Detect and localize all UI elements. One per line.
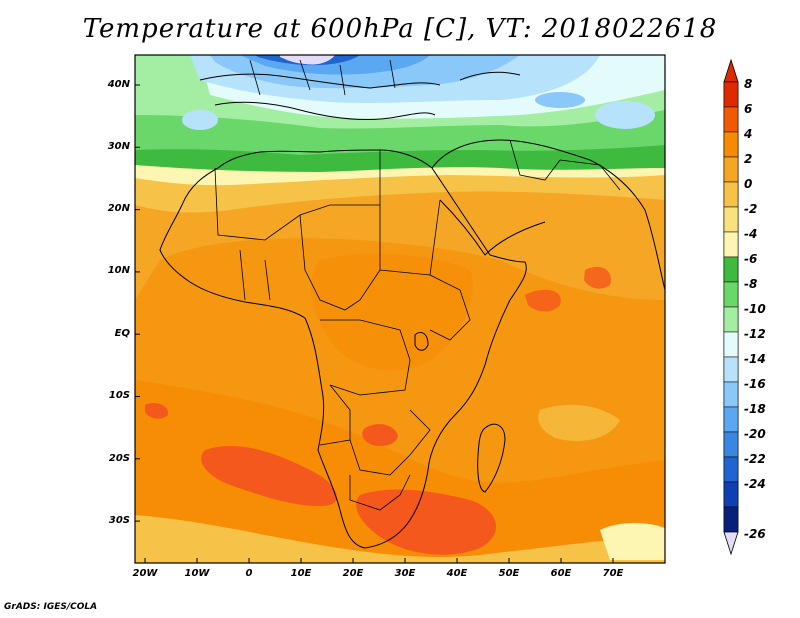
- border-east-africa: [429, 274, 471, 341]
- lon-label-40e: 40E: [446, 568, 468, 579]
- border-west-africa: [239, 249, 271, 301]
- lat-label-eq: EQ: [114, 328, 130, 339]
- colorbar-segment: [723, 506, 739, 533]
- colorbar-label-2: 2: [744, 152, 753, 166]
- field-yellow-indian-ocean: [538, 404, 620, 441]
- field-blue-patch-east: [595, 101, 655, 129]
- field-orange-south: [135, 380, 665, 563]
- border-sahara-a: [214, 167, 380, 241]
- colorbar-segment: [723, 431, 739, 458]
- lon-label-70e: 70E: [602, 568, 624, 579]
- colorbar-label-m8: -8: [744, 277, 758, 291]
- colorbar-label-m24: -24: [744, 477, 766, 491]
- lon-label-60e: 60E: [550, 568, 572, 579]
- colorbar-label-m6: -6: [744, 252, 758, 266]
- colorbar-label-m14: -14: [744, 352, 766, 366]
- africa-coast: [159, 149, 527, 549]
- field-deep-orange-sw: [201, 445, 338, 506]
- lat-label-10s: 10S: [108, 390, 130, 401]
- madagascar-coast: [477, 423, 506, 493]
- colorbar-segment: [723, 156, 739, 183]
- field-orange-central: [311, 254, 473, 371]
- field-blue-patch-west: [182, 110, 218, 130]
- lat-label-30s: 30S: [108, 515, 130, 526]
- field-deep-orange-indian-ocean: [584, 266, 611, 289]
- lat-label-40n: 40N: [107, 79, 130, 90]
- colorbar: [723, 58, 739, 556]
- field-blue-patch-east2: [535, 92, 585, 108]
- lat-label-20n: 20N: [107, 203, 130, 214]
- lat-label-10n: 10N: [107, 265, 130, 276]
- field-lavender: [280, 55, 335, 65]
- lake-victoria: [414, 332, 429, 351]
- colorbar-label-m12: -12: [744, 327, 766, 341]
- border-southern-africa: [349, 409, 431, 476]
- mediterranean-south-coast: [214, 101, 436, 121]
- border-south-africa: [349, 474, 411, 511]
- field-deep-orange-atlantic: [145, 403, 169, 419]
- black-sea-coast: [459, 71, 521, 81]
- lat-tick-marks: [135, 84, 140, 522]
- map-title: Temperature at 600hPa [C], VT: 201802261…: [82, 14, 718, 44]
- colorbar-segment: [723, 331, 739, 358]
- colorbar-segment: [723, 356, 739, 383]
- colorbar-segment: [723, 206, 739, 233]
- lon-tick-marks: [144, 558, 614, 563]
- colorbar-label-0: 0: [744, 177, 753, 191]
- colorbar-segment: [723, 281, 739, 308]
- colorbar-label-m26: -26: [744, 527, 766, 541]
- border-angola: [319, 384, 351, 446]
- lon-label-50e: 50E: [498, 568, 520, 579]
- colorbar-segment: [723, 406, 739, 433]
- colorbar-top-arrow: [723, 58, 739, 83]
- lat-label-20s: 20S: [108, 453, 130, 464]
- coastlines: [159, 71, 665, 549]
- lon-label-20w: 20W: [132, 568, 158, 579]
- border-sahara-b: [379, 150, 441, 276]
- field-pale-yellow-se: [600, 523, 665, 560]
- colorbar-segment: [723, 81, 739, 108]
- colorbar-segment: [723, 231, 739, 258]
- field-deep-orange-zambia: [362, 424, 398, 446]
- border-sahel: [299, 214, 381, 311]
- colorbar-segment: [723, 106, 739, 133]
- lon-label-10w: 10W: [184, 568, 210, 579]
- credit-label: GrADS: IGES/COLA: [4, 602, 98, 612]
- colorbar-label-4: 4: [744, 127, 753, 141]
- colorbar-label-m10: -10: [744, 302, 766, 316]
- colorbar-label-m18: -18: [744, 402, 766, 416]
- field-deep-orange-arabian-sea: [525, 289, 561, 312]
- colorbar-segment: [723, 306, 739, 333]
- lon-label-10e: 10E: [290, 568, 312, 579]
- field-yellow-south: [135, 515, 665, 563]
- colorbar-label-m20: -20: [744, 427, 766, 441]
- asia-coast: [431, 139, 665, 291]
- colorbar-segment: [723, 181, 739, 208]
- lon-label-20e: 20E: [342, 568, 364, 579]
- colorbar-segment: [723, 481, 739, 508]
- colorbar-segment: [723, 381, 739, 408]
- colorbar-bottom-arrow: [723, 531, 739, 556]
- colorbar-label-8: 8: [744, 77, 753, 91]
- colorbar-label-m2: -2: [744, 202, 758, 216]
- lon-label-0: 0: [245, 568, 253, 579]
- colorbar-label-m4: -4: [744, 227, 758, 241]
- colorbar-segment: [723, 131, 739, 158]
- arabia-coast: [439, 199, 546, 256]
- country-borders: [214, 59, 621, 511]
- colorbar-label-m16: -16: [744, 377, 766, 391]
- colorbar-segment: [723, 256, 739, 283]
- colorbar-label-m22: -22: [744, 452, 766, 466]
- map-frame: [134, 54, 666, 564]
- border-middle-east: [509, 139, 621, 191]
- mediterranean-north-coast: [199, 73, 441, 89]
- colorbar-segment: [723, 456, 739, 483]
- lon-label-30e: 30E: [394, 568, 416, 579]
- lat-label-30n: 30N: [107, 141, 130, 152]
- border-central-africa: [320, 319, 411, 396]
- border-europe: [249, 59, 396, 96]
- temperature-field: [135, 55, 665, 563]
- colorbar-label-6: 6: [744, 102, 753, 116]
